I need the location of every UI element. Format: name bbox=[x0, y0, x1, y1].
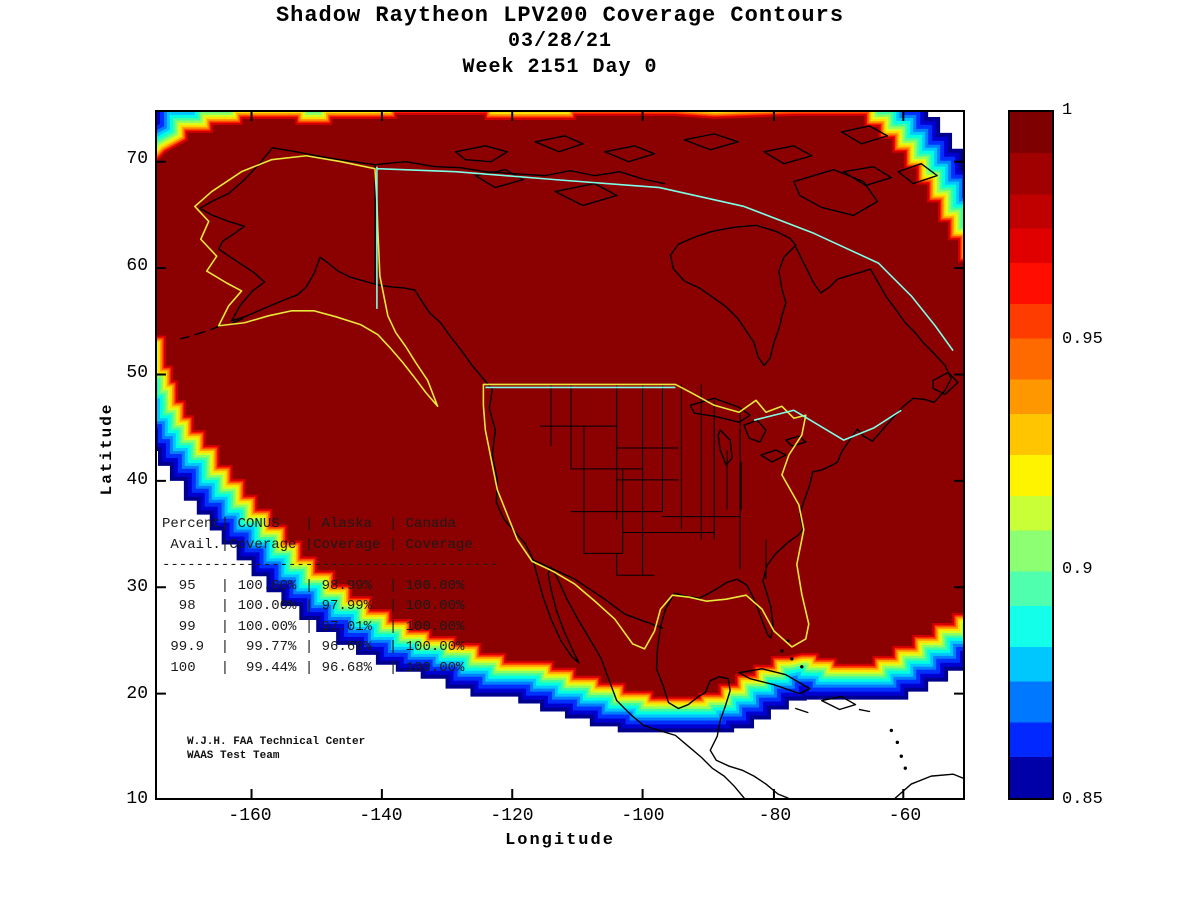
credit-line-2: WAAS Test Team bbox=[187, 750, 280, 762]
table-row: 98 | 100.00% | 97.99% | 100.00% bbox=[162, 598, 465, 614]
table-row: 99 | 100.00% | 97.01% | 100.00% bbox=[162, 618, 465, 635]
x-tick-n140: -140 bbox=[359, 806, 403, 826]
colorbar-tick-095: 0.95 bbox=[1062, 330, 1103, 349]
x-tick-n120: -120 bbox=[490, 806, 534, 826]
conus-service-boundary bbox=[482, 383, 810, 650]
y-tick-10: 10 bbox=[126, 789, 148, 809]
colorbar-tick-09: 0.9 bbox=[1062, 560, 1093, 579]
atlantic-coastline bbox=[659, 246, 952, 639]
caribbean-islands bbox=[738, 668, 871, 714]
arctic-islands bbox=[454, 125, 938, 217]
y-tick-20: 20 bbox=[126, 684, 148, 704]
x-tick-n60: -60 bbox=[888, 806, 922, 826]
x-tick-n100: -100 bbox=[621, 806, 665, 826]
x-axis-label: Longitude bbox=[505, 831, 615, 850]
y-tick-40: 40 bbox=[126, 470, 148, 490]
table-row: 100 | 99.44% | 96.68% | 100.00% bbox=[162, 659, 465, 676]
credit-text: W.J.H. FAA Technical Center WAAS Test Te… bbox=[187, 735, 365, 763]
pacific-mexico-coastline bbox=[488, 388, 745, 798]
title-line-3: Week 2151 Day 0 bbox=[462, 56, 658, 79]
island-dots bbox=[780, 639, 907, 770]
service-area-boundaries bbox=[194, 154, 954, 650]
colorbar bbox=[1008, 110, 1054, 800]
y-axis-label: Latitude bbox=[98, 402, 116, 496]
availability-table: Percent| CONUS | Alaska | Canada Avail.|… bbox=[162, 514, 498, 678]
great-lakes bbox=[689, 397, 807, 466]
coastlines bbox=[180, 125, 963, 798]
newfoundland-island bbox=[932, 371, 959, 396]
coverage-map bbox=[157, 112, 963, 798]
table-separator: ---------------------------------------- bbox=[162, 557, 499, 573]
y-tick-70: 70 bbox=[126, 149, 148, 169]
table-header-1: Percent| CONUS | Alaska | Canada bbox=[162, 516, 457, 532]
south-america-coast bbox=[894, 773, 963, 798]
table-row: 95 | 100.00% | 98.99% | 100.00% bbox=[162, 577, 465, 594]
x-tick-n160: -160 bbox=[228, 806, 272, 826]
aleutian-islands bbox=[180, 318, 244, 340]
colorbar-tick-1: 1 bbox=[1062, 101, 1073, 120]
title-line-2: 03/28/21 bbox=[507, 30, 612, 53]
alaska-service-boundary bbox=[194, 154, 439, 408]
canada-service-boundary bbox=[376, 166, 954, 441]
x-tick-n80: -80 bbox=[758, 806, 792, 826]
table-header-2: Avail.|Coverage |Coverage | Coverage bbox=[162, 536, 473, 553]
table-row: 99.9 | 99.77% | 96.68% | 100.00% bbox=[162, 639, 465, 655]
y-tick-30: 30 bbox=[126, 577, 148, 597]
figure-title: Shadow Raytheon LPV200 Coverage Contours… bbox=[155, 2, 965, 81]
alaska-coastline bbox=[199, 147, 494, 391]
y-tick-50: 50 bbox=[126, 363, 148, 383]
colorbar-tick-085: 0.85 bbox=[1062, 790, 1103, 809]
arctic-coastline bbox=[271, 147, 666, 185]
gulf-yucatan-coastline bbox=[655, 626, 789, 798]
hudson-bay-coastline bbox=[669, 224, 797, 367]
title-line-1: Shadow Raytheon LPV200 Coverage Contours bbox=[275, 3, 845, 28]
mexico-us-border bbox=[531, 558, 664, 629]
credit-line-1: W.J.H. FAA Technical Center bbox=[187, 736, 366, 748]
map-plot-area bbox=[155, 110, 965, 800]
y-tick-60: 60 bbox=[126, 256, 148, 276]
axis-tick-marks bbox=[157, 112, 963, 798]
